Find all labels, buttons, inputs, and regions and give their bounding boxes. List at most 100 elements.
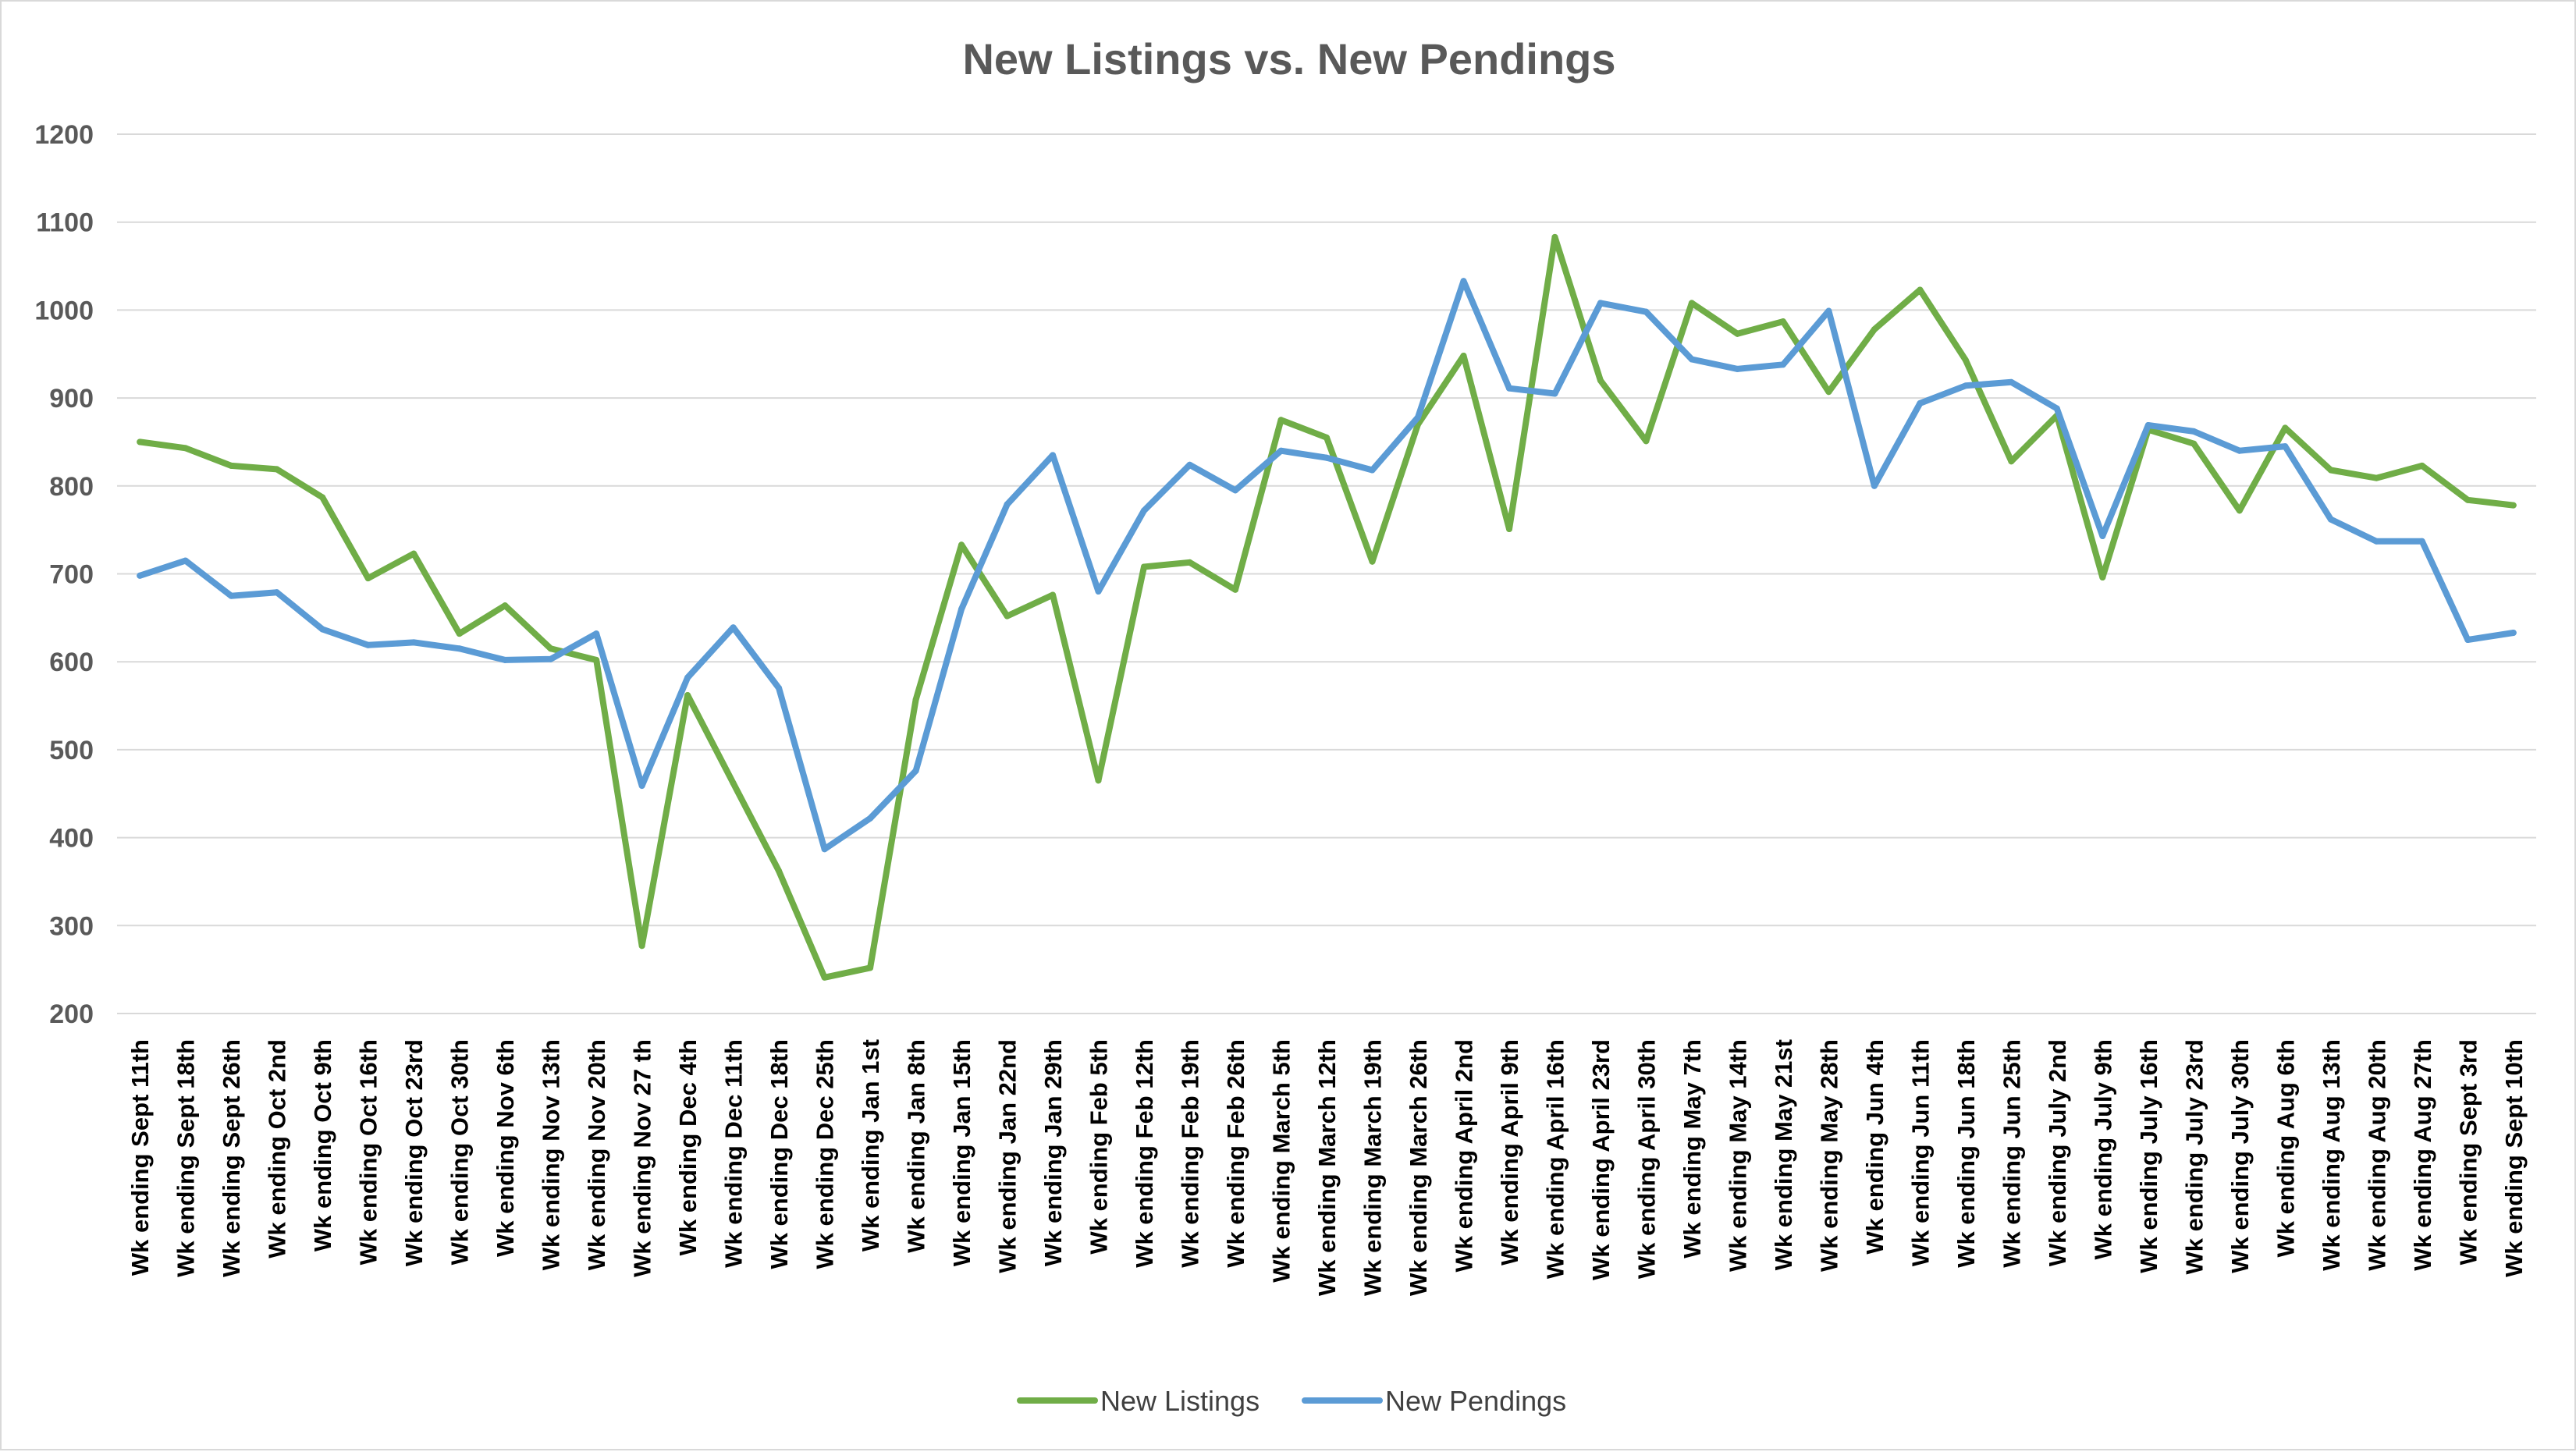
data-point xyxy=(137,438,144,446)
x-tick-label: Wk ending May 28th xyxy=(1815,1039,1842,1272)
data-point xyxy=(137,572,144,579)
x-tick-label: Wk ending April 2nd xyxy=(1450,1039,1477,1273)
data-point xyxy=(228,592,235,599)
data-point xyxy=(1505,526,1512,533)
data-point xyxy=(1141,563,1148,570)
data-point xyxy=(1232,487,1239,494)
data-point xyxy=(1551,233,1558,240)
x-tick-label: Wk ending Oct 2nd xyxy=(264,1039,291,1259)
x-tick-label: Wk ending Jan 29th xyxy=(1039,1039,1067,1266)
data-point xyxy=(821,974,828,981)
data-point xyxy=(684,674,691,681)
x-tick-label: Wk ending July 16th xyxy=(2135,1039,2162,1273)
legend-label: New Pendings xyxy=(1385,1385,1566,1417)
data-point xyxy=(776,685,783,692)
x-tick-label: Wk ending Feb 19th xyxy=(1177,1039,1204,1268)
x-tick-label: Wk ending Jun 25th xyxy=(1998,1039,2025,1268)
data-point xyxy=(1825,307,1832,314)
x-tick-label: Wk ending Sept 3rd xyxy=(2454,1039,2482,1265)
data-point xyxy=(2236,447,2243,454)
x-tick-label: Wk ending Oct 30th xyxy=(446,1039,474,1265)
data-point xyxy=(1734,330,1741,337)
y-tick-label: 700 xyxy=(49,560,94,590)
data-point xyxy=(1277,417,1284,424)
data-point xyxy=(912,767,919,774)
y-tick-label: 1200 xyxy=(34,120,94,150)
x-tick-label: Wk ending July 2nd xyxy=(2044,1039,2071,1266)
data-point xyxy=(502,602,509,609)
x-tick-label: Wk ending Nov 20th xyxy=(583,1039,610,1270)
x-tick-label: Wk ending Feb 12th xyxy=(1131,1039,1158,1268)
data-point xyxy=(593,630,600,637)
x-tick-label: Wk ending April 16th xyxy=(1541,1039,1569,1279)
chart-title: New Listings vs. New Pendings xyxy=(962,34,1615,83)
data-point xyxy=(1643,308,1650,315)
x-tick-label: Wk ending Aug 6th xyxy=(2272,1039,2299,1258)
y-tick-label: 600 xyxy=(49,648,94,677)
x-tick-label: Wk ending March 26th xyxy=(1405,1039,1432,1296)
x-tick-label: Wk ending Oct 23rd xyxy=(400,1039,428,1266)
x-tick-label: Wk ending Dec 11th xyxy=(720,1039,748,1268)
data-point xyxy=(730,624,737,631)
data-point xyxy=(2327,516,2334,523)
gridlines xyxy=(117,133,2536,1014)
data-point xyxy=(1050,591,1057,598)
data-point xyxy=(1917,399,1924,406)
data-point xyxy=(2282,443,2289,450)
x-tick-label: Wk ending July 30th xyxy=(2226,1039,2254,1273)
x-tick-label: Wk ending July 23rd xyxy=(2180,1039,2208,1274)
data-point xyxy=(2510,630,2517,637)
data-point xyxy=(958,541,965,548)
x-tick-label: Wk ending Dec 25th xyxy=(812,1039,839,1269)
data-point xyxy=(1369,467,1376,474)
data-point xyxy=(182,557,189,564)
data-point xyxy=(1688,356,1695,363)
x-tick-label: Wk ending Oct 16th xyxy=(355,1039,382,1265)
x-tick-label: Wk ending Jan 15th xyxy=(948,1039,975,1266)
x-tick-label: Wk ending Aug 20th xyxy=(2363,1039,2390,1271)
x-tick-label: Wk ending Nov 13th xyxy=(538,1039,565,1270)
data-point xyxy=(1324,434,1330,441)
x-tick-label: Wk ending March 12th xyxy=(1313,1039,1341,1296)
data-point xyxy=(2053,405,2060,412)
data-point xyxy=(2236,507,2243,514)
x-tick-label: Wk ending Aug 13th xyxy=(2318,1039,2345,1271)
data-point xyxy=(1597,377,1604,384)
x-tick-label: Wk ending May 14th xyxy=(1724,1039,1751,1272)
x-tick-label: Wk ending April 30th xyxy=(1633,1039,1660,1279)
data-point xyxy=(958,605,965,612)
data-point xyxy=(364,641,371,648)
data-point xyxy=(1871,326,1878,333)
data-point xyxy=(2099,574,2106,581)
data-point xyxy=(867,815,874,822)
data-point xyxy=(2418,462,2425,469)
x-tick-label: Wk ending Sept 11th xyxy=(126,1039,154,1276)
x-tick-label: Wk ending May 21st xyxy=(1770,1039,1797,1270)
data-point xyxy=(1825,389,1832,396)
x-tick-label: Wk ending March 19th xyxy=(1359,1039,1386,1296)
x-tick-label: Wk ending Feb 5th xyxy=(1085,1039,1113,1255)
x-tick-label: Wk ending Sept 18th xyxy=(172,1039,200,1277)
y-tick-label: 500 xyxy=(49,736,94,765)
x-tick-label: Wk ending Jan 1st xyxy=(857,1039,884,1251)
x-tick-label: Wk ending April 23rd xyxy=(1587,1039,1615,1280)
data-point xyxy=(1004,612,1011,619)
data-point xyxy=(638,943,645,950)
x-tick-label: Wk ending Jun 18th xyxy=(1952,1039,1980,1268)
legend-label: New Listings xyxy=(1100,1385,1260,1417)
data-point xyxy=(2373,474,2380,481)
series-line-new-pendings xyxy=(137,278,2517,853)
data-point xyxy=(410,639,417,646)
data-point xyxy=(1232,586,1239,593)
data-point xyxy=(1688,300,1695,307)
x-tick-label: Wk ending Jun 4th xyxy=(1861,1039,1888,1255)
data-point xyxy=(1277,447,1284,454)
data-point xyxy=(319,494,326,501)
x-tick-label: Wk ending Dec 18th xyxy=(766,1039,793,1269)
data-point xyxy=(2418,538,2425,545)
data-point xyxy=(730,779,737,786)
data-point xyxy=(1141,507,1148,514)
data-point xyxy=(776,868,783,875)
data-point xyxy=(638,783,645,790)
